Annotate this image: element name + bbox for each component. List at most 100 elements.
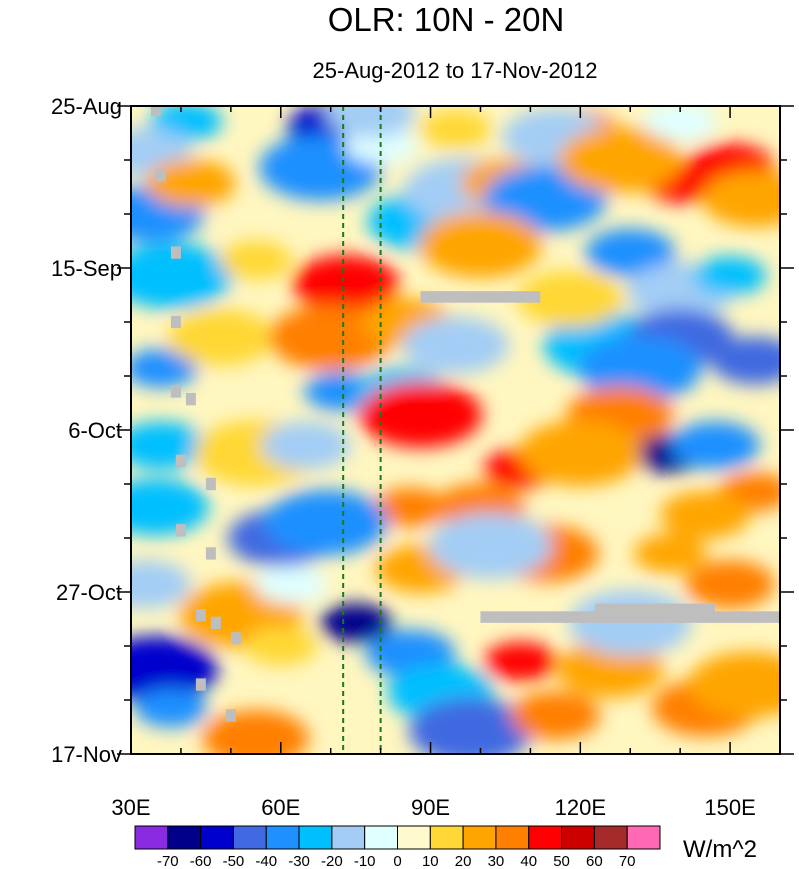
missing-data-band [480, 611, 780, 623]
colorbar-tick-label: -40 [255, 853, 277, 869]
missing-data-cell [170, 385, 181, 398]
colorbar-tick-label: -60 [190, 853, 212, 869]
anomaly-blob [319, 603, 393, 643]
colorbar-swatch [167, 825, 202, 850]
y-tick-label: 25-Aug [51, 94, 122, 119]
anomaly-blob [517, 270, 624, 328]
plot-area [131, 106, 780, 754]
anomaly-blob [685, 560, 775, 609]
colorbar-swatch [200, 825, 234, 850]
anomaly-blob [701, 170, 780, 228]
anomaly-field [131, 106, 780, 754]
missing-data-cell [155, 169, 166, 182]
anomaly-blob [558, 127, 682, 193]
anomaly-blob [670, 421, 760, 470]
x-tick-label: 30E [111, 795, 150, 820]
anomaly-blob [167, 308, 275, 366]
missing-data-cell [175, 524, 186, 537]
colorbar-tick-label: 60 [586, 853, 603, 869]
anomaly-blob [693, 256, 767, 296]
anomaly-blob [578, 335, 702, 402]
colorbar-swatch [134, 825, 169, 850]
chart-subtitle: 25-Aug-2012 to 17-Nov-2012 [313, 58, 598, 83]
missing-data-cell [170, 246, 181, 259]
anomaly-blob [419, 109, 492, 149]
colorbar-tick-label: 50 [553, 853, 570, 869]
missing-data-cell [195, 608, 206, 622]
missing-data-cell [150, 106, 161, 117]
anomaly-blob [292, 254, 399, 312]
anomaly-blob [131, 421, 206, 470]
colorbar-unit-label: W/m^2 [683, 836, 757, 863]
x-axis: 30E 60E 90E 120E 150E [111, 106, 781, 820]
colorbar-tick-label: -10 [354, 853, 376, 869]
anomaly-blob [643, 106, 717, 141]
colorbar-tick-label: 10 [422, 853, 439, 869]
colorbar-tick-label: -70 [157, 853, 179, 869]
missing-data-cell [230, 632, 241, 645]
y-tick-label: 6-Oct [68, 418, 122, 443]
missing-data-cell [205, 477, 216, 491]
colorbar-tick-label: 30 [488, 853, 505, 869]
y-tick-label: 27-Oct [56, 580, 122, 605]
missing-data-band [420, 291, 541, 303]
chart-title: OLR: 10N - 20N [328, 1, 565, 38]
x-tick-label: 60E [261, 795, 300, 820]
y-tick-label: 17-Nov [51, 742, 122, 767]
anomaly-blob [131, 242, 233, 309]
anomaly-blob [518, 420, 642, 487]
missing-data [150, 106, 780, 722]
anomaly-blob [131, 478, 210, 536]
anomaly-blob [131, 348, 198, 388]
anomaly-blob [660, 490, 750, 539]
colorbar-swatch [364, 825, 398, 850]
anomaly-blob [254, 564, 328, 604]
anomaly-blob [408, 697, 533, 754]
anomaly-blob [202, 710, 309, 754]
colorbar-swatch [528, 825, 563, 850]
colorbar-swatch [561, 825, 595, 850]
anomaly-blob [304, 371, 378, 411]
x-tick-label: 150E [704, 795, 755, 820]
colorbar: -70 -60 -50 -40 -30 -20 -10 0 10 20 30 40 50 60 70 [134, 825, 661, 869]
anomaly-blob [358, 381, 483, 448]
colorbar-swatch [462, 825, 497, 850]
anomaly-blob [260, 421, 351, 470]
colorbar-swatch [495, 825, 530, 850]
missing-data-cell [225, 709, 236, 722]
anomaly-blob [633, 533, 707, 573]
colorbar-swatch [593, 825, 628, 850]
anomaly-blob [374, 487, 447, 527]
missing-data-cell [185, 392, 196, 406]
anomaly-blob [585, 228, 676, 277]
x-tick-label: 120E [555, 795, 606, 820]
colorbar-tick-label: 70 [619, 853, 636, 869]
y-tick-label: 15-Sep [51, 256, 122, 281]
anomaly-blob [418, 211, 543, 278]
missing-data-cell [195, 678, 206, 691]
reference-lines [342, 106, 382, 754]
x-tick-label: 90E [411, 795, 450, 820]
colorbar-tick-label: -30 [288, 853, 310, 869]
missing-data-cell [210, 616, 221, 630]
colorbar-swatch [298, 825, 333, 850]
missing-data-cell [175, 454, 186, 468]
anomaly-blob [325, 106, 416, 138]
anomaly-blob [134, 688, 208, 728]
missing-data-cell [170, 315, 181, 329]
anomaly-blob [244, 626, 318, 666]
anomaly-blob [428, 512, 553, 579]
colorbar-swatch [626, 825, 661, 850]
anomaly-blob [219, 240, 293, 280]
colorbar-swatch [331, 825, 366, 850]
colorbar-tick-label: 40 [520, 853, 537, 869]
anomaly-blob [264, 489, 388, 556]
missing-data-band [595, 603, 716, 616]
colorbar-swatch [429, 825, 464, 850]
colorbar-swatch [397, 825, 431, 850]
y-axis: 25-Aug 15-Sep 6-Oct 27-Oct 17-Nov [51, 94, 794, 767]
colorbar-tick-label: 0 [393, 853, 401, 869]
anomaly-blob [146, 159, 236, 208]
colorbar-swatch [265, 825, 300, 850]
